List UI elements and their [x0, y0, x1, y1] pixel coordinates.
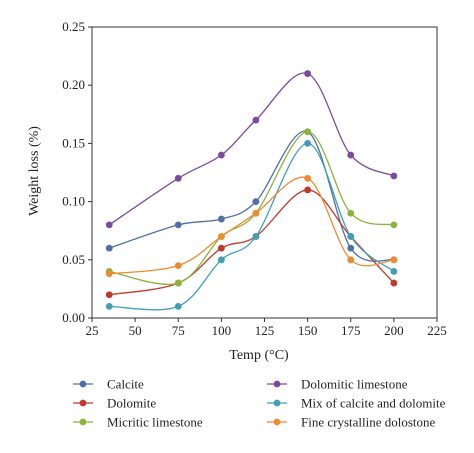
x-tick-label: 225	[427, 323, 447, 338]
data-point	[217, 256, 225, 264]
data-point	[174, 279, 182, 287]
data-point	[390, 268, 398, 275]
y-tick-label: 0.00	[62, 310, 85, 325]
data-point	[174, 302, 182, 310]
data-point	[304, 128, 312, 136]
y-tick-label: 0.10	[62, 194, 85, 209]
data-point	[252, 209, 260, 217]
data-point	[304, 186, 312, 194]
legend-swatch-marker	[79, 418, 87, 426]
data-point	[252, 198, 260, 206]
series-mix-of-calcite-and-dolomite	[105, 140, 398, 311]
series-lines	[105, 70, 398, 311]
legend-swatch-marker	[79, 380, 87, 388]
y-tick-label: 0.05	[62, 252, 85, 267]
x-tick-label: 175	[341, 323, 361, 338]
legend-item: Micritic limestone	[73, 415, 203, 430]
data-point	[105, 270, 113, 278]
legend-swatch-marker	[273, 399, 281, 407]
y-tick-label: 0.15	[62, 135, 85, 150]
x-tick-label: 25	[86, 323, 99, 338]
data-point	[174, 262, 182, 270]
legend-label: Mix of calcite and dolomite	[301, 396, 446, 411]
data-point	[252, 116, 260, 124]
legend-swatch-marker	[273, 380, 281, 388]
legend-item: Mix of calcite and dolomite	[267, 396, 446, 411]
series-line	[109, 142, 395, 311]
legend-item: Calcite	[73, 377, 144, 392]
data-point	[217, 215, 225, 223]
data-point	[347, 244, 355, 252]
legend-label: Dolomitic limestone	[301, 377, 408, 392]
data-point	[304, 140, 312, 147]
legend: Calcite Dolomitic limestone Dolomite Mix of…	[73, 377, 446, 430]
data-point	[217, 151, 225, 159]
legend-label: Dolomite	[107, 396, 156, 411]
x-axis-label: Temp (°C)	[229, 348, 289, 363]
axis-ticks: 25 50 75 100 125 150 175 200 225 0.00 0.05 0.10 0.15…	[62, 19, 447, 338]
legend-label: Calcite	[107, 377, 144, 392]
legend-label: Micritic limestone	[107, 415, 203, 430]
data-point	[105, 244, 113, 252]
data-point	[217, 244, 225, 252]
legend-item: Dolomite	[73, 396, 156, 411]
data-point	[347, 209, 355, 217]
x-tick-label: 50	[129, 323, 142, 338]
data-point	[304, 174, 312, 182]
data-point	[304, 70, 312, 77]
data-point	[347, 151, 355, 159]
x-tick-label: 200	[384, 323, 404, 338]
series-line	[108, 72, 395, 226]
y-tick-label: 0.20	[62, 77, 85, 92]
data-point	[217, 233, 225, 240]
data-point	[347, 233, 355, 240]
data-point	[390, 256, 398, 264]
legend-item: Fine crystalline dolostone	[267, 415, 436, 430]
legend-item: Dolomitic limestone	[267, 377, 408, 392]
data-point	[390, 172, 398, 180]
x-tick-label: 125	[255, 323, 275, 338]
data-point	[105, 291, 113, 299]
data-point	[105, 302, 113, 310]
data-point	[347, 256, 355, 264]
y-tick-label: 0.25	[62, 19, 85, 34]
x-tick-label: 100	[212, 323, 232, 338]
x-tick-label: 75	[172, 323, 185, 338]
data-point	[105, 221, 113, 229]
data-point	[390, 221, 398, 229]
data-point	[174, 221, 182, 229]
legend-label: Fine crystalline dolostone	[301, 415, 436, 430]
y-axis-label: Weight loss (%)	[27, 126, 42, 216]
series-dolomitic-limestone	[105, 70, 398, 229]
data-point	[390, 279, 398, 287]
series-fine-crystalline-dolostone	[105, 174, 398, 278]
data-point	[174, 174, 182, 182]
legend-swatch-marker	[79, 399, 87, 407]
x-tick-label: 150	[298, 323, 318, 338]
series-calcite	[105, 128, 398, 264]
legend-swatch-marker	[273, 418, 281, 426]
data-point	[252, 233, 260, 240]
